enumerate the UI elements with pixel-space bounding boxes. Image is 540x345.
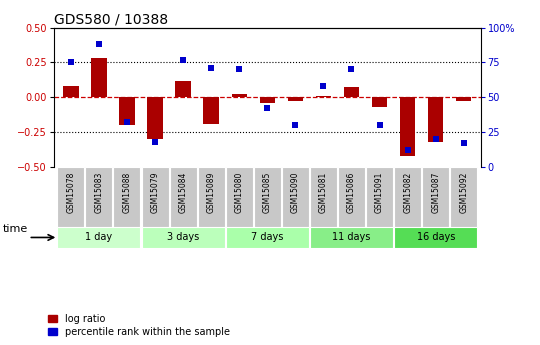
Bar <box>63 86 78 97</box>
Text: GSM15088: GSM15088 <box>123 171 131 213</box>
Point <box>94 41 103 47</box>
Text: GSM15092: GSM15092 <box>459 171 468 213</box>
Bar <box>428 97 443 142</box>
Bar <box>338 167 365 227</box>
Point <box>403 147 412 153</box>
Bar <box>260 97 275 103</box>
Bar <box>113 167 140 227</box>
Point <box>375 122 384 128</box>
Bar <box>316 96 331 97</box>
Text: GSM15081: GSM15081 <box>319 171 328 213</box>
Point <box>319 83 328 89</box>
Text: GSM15085: GSM15085 <box>263 171 272 213</box>
Bar <box>456 97 471 101</box>
Bar <box>204 97 219 124</box>
Bar <box>176 80 191 97</box>
Point <box>291 122 300 128</box>
Text: GSM15089: GSM15089 <box>207 171 215 213</box>
Bar <box>198 167 225 227</box>
Text: 1 day: 1 day <box>85 233 112 243</box>
Bar <box>394 167 421 227</box>
Bar <box>310 167 337 227</box>
Text: GSM15090: GSM15090 <box>291 171 300 213</box>
Bar <box>170 167 197 227</box>
Bar <box>422 167 449 227</box>
Text: GSM15079: GSM15079 <box>151 171 159 213</box>
Bar <box>119 97 134 125</box>
Bar <box>57 167 84 227</box>
Bar <box>91 58 106 97</box>
Bar <box>366 167 393 227</box>
Bar <box>85 167 112 227</box>
Bar <box>226 227 309 248</box>
Bar <box>147 97 163 139</box>
Point <box>235 67 244 72</box>
Text: 16 days: 16 days <box>416 233 455 243</box>
Legend: log ratio, percentile rank within the sample: log ratio, percentile rank within the sa… <box>48 314 229 337</box>
Text: GSM15082: GSM15082 <box>403 171 412 213</box>
Text: GSM15091: GSM15091 <box>375 171 384 213</box>
Text: time: time <box>3 224 28 234</box>
Text: GSM15078: GSM15078 <box>66 171 76 213</box>
Point <box>347 67 356 72</box>
Bar <box>232 95 247 97</box>
Text: 7 days: 7 days <box>251 233 284 243</box>
Bar <box>344 88 359 97</box>
Text: GSM15087: GSM15087 <box>431 171 440 213</box>
Point <box>151 139 159 145</box>
Point <box>66 60 75 65</box>
Bar <box>400 97 415 156</box>
Bar <box>141 227 225 248</box>
Bar <box>288 97 303 101</box>
Point <box>179 57 187 62</box>
Point <box>263 106 272 111</box>
Text: GSM15083: GSM15083 <box>94 171 103 213</box>
Bar <box>141 167 168 227</box>
Bar <box>372 97 387 107</box>
Text: GDS580 / 10388: GDS580 / 10388 <box>54 12 168 27</box>
Point <box>431 136 440 142</box>
Point <box>123 119 131 125</box>
Text: 3 days: 3 days <box>167 233 199 243</box>
Point <box>460 140 468 146</box>
Bar <box>450 167 477 227</box>
Bar <box>57 227 140 248</box>
Text: 11 days: 11 days <box>332 233 370 243</box>
Text: GSM15084: GSM15084 <box>179 171 187 213</box>
Bar <box>310 227 393 248</box>
Text: GSM15080: GSM15080 <box>235 171 244 213</box>
Point <box>207 65 215 71</box>
Bar <box>282 167 309 227</box>
Bar <box>394 227 477 248</box>
Bar <box>226 167 253 227</box>
Text: GSM15086: GSM15086 <box>347 171 356 213</box>
Bar <box>254 167 281 227</box>
